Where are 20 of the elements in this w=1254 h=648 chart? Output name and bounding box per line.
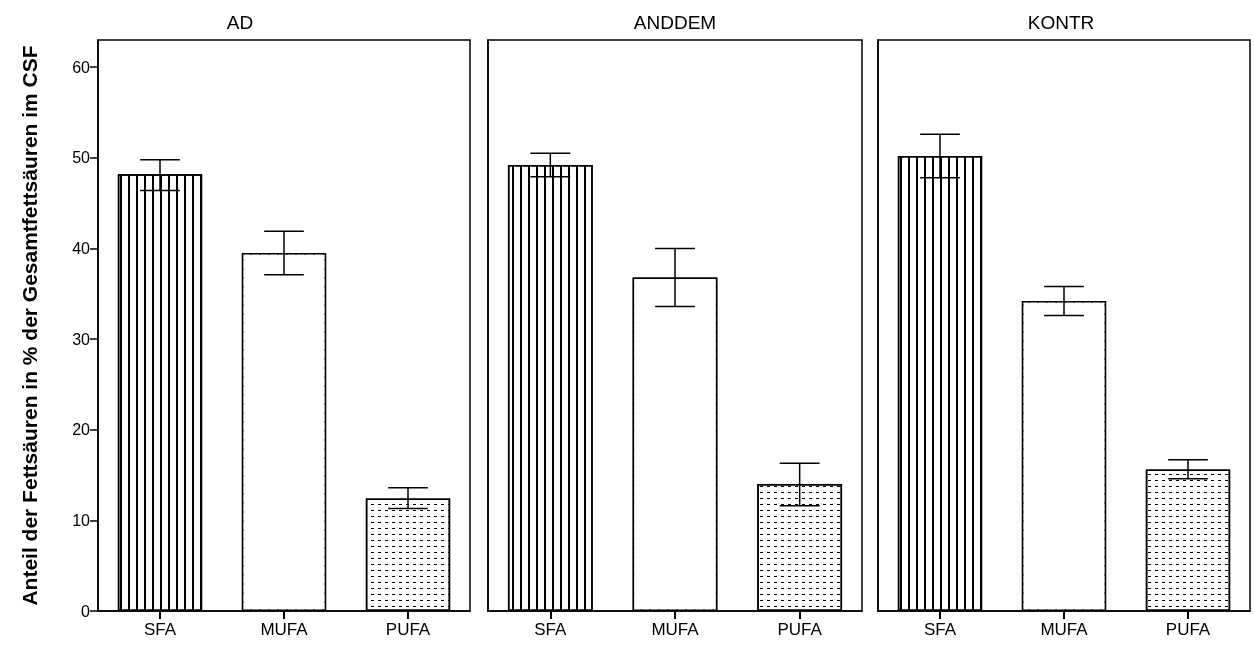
y-tick-label: 50 — [72, 149, 91, 167]
y-tick-label: 30 — [72, 330, 91, 348]
x-tick-label: SFA — [923, 620, 957, 639]
chart-title: AD — [226, 12, 254, 33]
chart-title: KONTR — [1027, 12, 1095, 33]
x-tick-label: PUFA — [1165, 620, 1211, 639]
x-tick-label: MUFA — [260, 620, 309, 639]
x-tick-label: PUFA — [777, 620, 823, 639]
x-tick-label: SFA — [143, 620, 177, 639]
x-tick-label: SFA — [534, 620, 568, 639]
x-tick-label: PUFA — [385, 620, 431, 639]
y-tick-label: 40 — [72, 239, 91, 257]
y-tick-label: 20 — [72, 421, 91, 439]
x-tick-label: MUFA — [1040, 620, 1089, 639]
y-tick-label: 0 — [81, 602, 91, 620]
y-tick-label: 60 — [72, 58, 91, 76]
x-tick-label: MUFA — [651, 620, 700, 639]
y-tick-label: 10 — [72, 511, 91, 529]
y-axis-title: Anteil der Fettsäuren in % der Gesamtfettsäuren im CSF — [18, 45, 41, 606]
chart-title: ANDDEM — [633, 12, 717, 33]
